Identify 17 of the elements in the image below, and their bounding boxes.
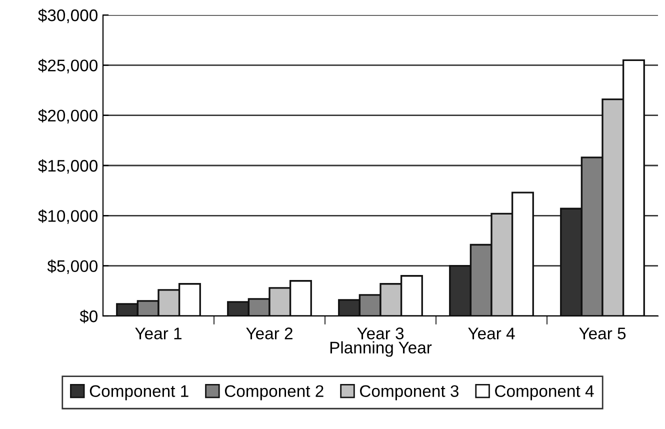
x-tick-label: Year 3 — [357, 328, 404, 340]
legend-label: Component 2 — [224, 385, 324, 400]
x-axis-title: Planning Year — [330, 341, 432, 357]
legend-label: Component 4 — [495, 385, 594, 400]
x-tick-label: Year 5 — [579, 328, 626, 340]
legend-label: Component 1 — [90, 385, 188, 400]
y-tick-label: $10,000 — [38, 209, 98, 224]
x-tick-label: Year 2 — [246, 328, 292, 340]
y-tick-label: $25,000 — [38, 58, 98, 74]
y-tick-label: $0 — [80, 310, 98, 324]
y-tick-label: $20,000 — [38, 109, 98, 124]
legend-label: Component 3 — [360, 385, 458, 400]
y-tick-label: $5,000 — [47, 260, 98, 274]
y-tick-label: $30,000 — [38, 8, 98, 24]
x-tick-label: Year 1 — [135, 328, 182, 340]
x-tick-label: Year 4 — [468, 328, 515, 340]
y-tick-label: $15,000 — [38, 159, 98, 174]
